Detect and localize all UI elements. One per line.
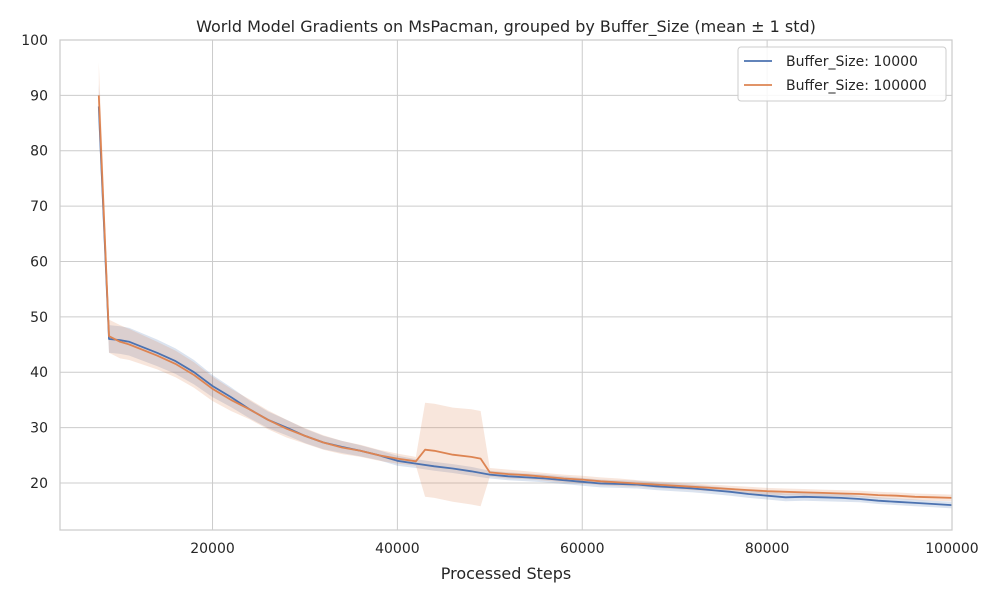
y-tick-label: 40 [30, 365, 48, 381]
y-tick-label: 70 [30, 199, 48, 215]
x-tick-label: 80000 [745, 541, 790, 557]
plot-frame [59, 39, 953, 531]
x-tick-label: 60000 [560, 541, 605, 557]
x-tick-label: 20000 [190, 541, 235, 557]
series-lines [97, 95, 953, 506]
std-band-series-1 [98, 84, 953, 509]
grid [60, 39, 953, 530]
std-band-series-2 [98, 62, 953, 507]
y-tick-label: 80 [30, 144, 48, 160]
tick-labels: 20000 40000 60000 80000 100000 20 30 40 50 60 70 80… [21, 33, 978, 557]
y-tick-label: 50 [30, 310, 48, 326]
line-series-1 [97, 106, 953, 506]
x-tick-label: 100000 [925, 541, 978, 557]
legend-box [737, 46, 947, 102]
y-tick-label: 100 [21, 33, 48, 49]
y-tick-label: 60 [30, 254, 48, 270]
chart-title: World Model Gradients on MsPacman, group… [196, 17, 816, 37]
legend: Buffer_Size: 10000 Buffer_Size: 100000 [737, 46, 947, 102]
x-tick-label: 40000 [375, 541, 420, 557]
x-axis-label: Processed Steps [441, 564, 572, 583]
legend-label: Buffer_Size: 100000 [786, 78, 927, 94]
y-tick-label: 30 [30, 421, 48, 437]
legend-label: Buffer_Size: 10000 [786, 54, 918, 70]
line-series-2 [97, 95, 953, 499]
y-tick-label: 20 [30, 476, 48, 492]
std-bands [98, 62, 953, 509]
y-tick-label: 90 [30, 88, 48, 104]
